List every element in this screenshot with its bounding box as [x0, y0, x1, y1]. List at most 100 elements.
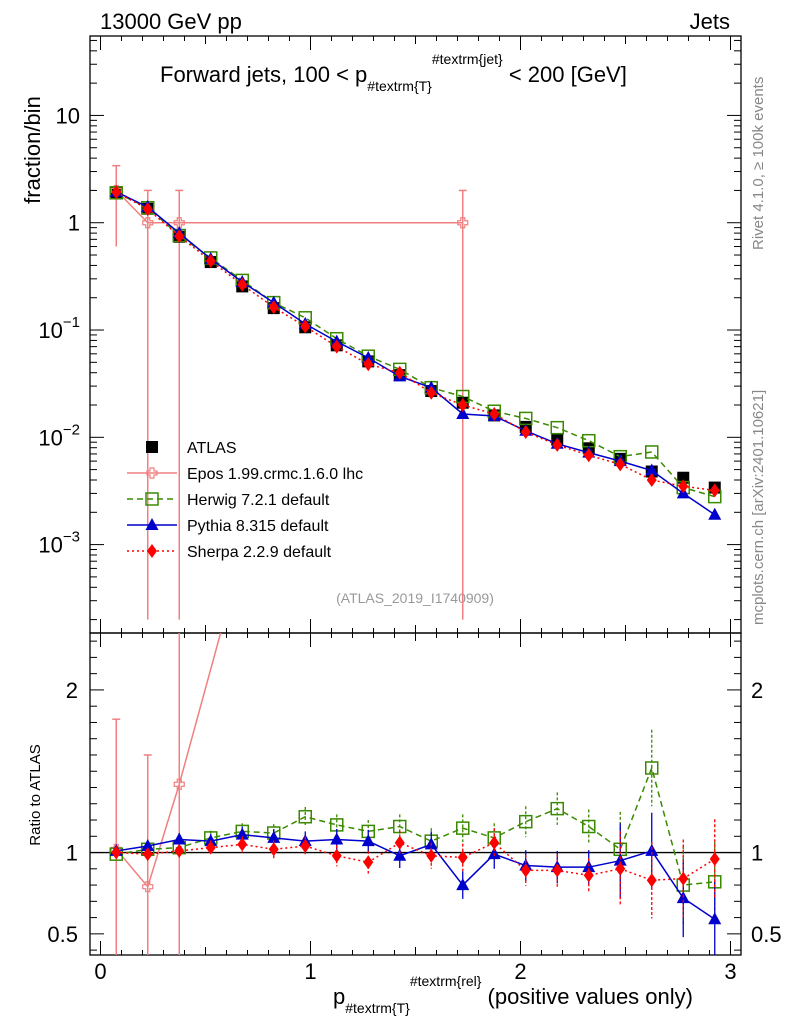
y-tick-label-ratio: 2 — [66, 678, 78, 703]
y-tick-label-main: 10 — [56, 103, 80, 128]
ratio-plot-frame — [89, 632, 742, 956]
x-tick-label: 0 — [94, 959, 106, 984]
epos-ratio-line — [115, 633, 222, 889]
legend-marker-pythia — [145, 518, 159, 530]
sherpa-ratio-point — [457, 850, 468, 865]
sherpa-ratio-point — [363, 855, 374, 870]
herwig-ratio-point — [550, 801, 564, 816]
sherpa-point — [709, 483, 720, 498]
legend-marker-epos — [146, 467, 158, 479]
axis-ticks: 0 1 2 3 10−3 10−2 10−1 1 10 0.5 0.5 1 1 2 2 — [38, 36, 782, 984]
pythia-point — [361, 350, 375, 363]
sherpa-point — [237, 277, 248, 292]
plot-title-sup: #textrm{jet} — [432, 51, 503, 67]
epos-point — [173, 217, 185, 229]
x-tick-label: 1 — [304, 959, 316, 984]
rivet-label: Rivet 4.1.0, ≥ 100k events — [750, 77, 767, 250]
y-tick-label-main: 10−1 — [38, 314, 80, 343]
plot-title-sub: #textrm{T} — [367, 78, 432, 94]
legend-label-herwig: Herwig 7.2.1 default — [187, 492, 330, 509]
sherpa-point — [363, 357, 374, 372]
ratio-panel-marks — [109, 633, 722, 955]
herwig-ratio-point — [582, 819, 596, 834]
pythia-ratio-point — [235, 827, 249, 840]
legend-item-pythia: Pythia 8.315 default — [127, 518, 329, 535]
sherpa-ratio-point — [111, 845, 122, 860]
legend-label-epos: Epos 1.99.crmc.1.6.0 lhc — [187, 466, 363, 483]
sherpa-point — [457, 398, 468, 413]
sherpa-ratio-point — [394, 835, 405, 850]
sherpa-point — [142, 202, 153, 217]
sherpa-point — [331, 339, 342, 354]
sherpa-ratio-point — [583, 868, 594, 883]
sherpa-point — [426, 385, 437, 400]
sherpa-point — [300, 319, 311, 334]
legend-label-sherpa: Sherpa 2.2.9 default — [187, 544, 332, 561]
atlas-point — [677, 471, 690, 484]
main-panel-marks — [109, 164, 722, 620]
x-axis-label-sub: #textrm{T} — [345, 1000, 410, 1016]
y-tick-label-ratio-right: 0.5 — [751, 922, 782, 947]
pythia-ratio-point — [393, 848, 407, 861]
sherpa-ratio-point — [646, 873, 657, 888]
sherpa-point — [583, 448, 594, 463]
sherpa-point — [520, 425, 531, 440]
legend-label-atlas: ATLAS — [187, 440, 237, 457]
sherpa-point — [394, 365, 405, 380]
epos-point-shape — [457, 217, 469, 229]
plot-title: Forward jets, 100 < p#textrm{T}#textrm{j… — [160, 51, 627, 94]
pythia-point — [708, 507, 722, 520]
pythia-ratio-point — [330, 832, 344, 845]
legend-item-atlas: ATLAS — [146, 440, 237, 457]
epos-point-shape — [173, 217, 185, 229]
y-tick-label-main: 1 — [68, 211, 80, 236]
x-axis-label: p#textrm{T}#textrm{rel} (positive values… — [333, 973, 693, 1016]
pythia-ratio-point — [361, 834, 375, 847]
sherpa-point — [268, 300, 279, 315]
sherpa-ratio-point — [205, 840, 216, 855]
legend: ATLAS Epos 1.99.crmc.1.6.0 lhc Herwig 7.2.… — [127, 440, 363, 561]
epos-ratio-point-shape — [142, 881, 154, 893]
herwig-ratio-point — [645, 761, 659, 775]
sherpa-point — [615, 457, 626, 472]
y-tick-label-main: 10−3 — [38, 529, 80, 558]
mcplots-label: mcplots.cern.ch [arXiv:2401.10621] — [750, 390, 767, 625]
legend-item-epos: Epos 1.99.crmc.1.6.0 lhc — [127, 466, 363, 483]
sherpa-ratio-point — [709, 852, 720, 867]
y-tick-label-ratio-right: 1 — [751, 841, 763, 866]
sherpa-ratio-point — [142, 847, 153, 862]
y-axis-label-ratio: Ratio to ATLAS — [27, 744, 44, 845]
herwig-ratio-point — [298, 810, 312, 824]
analysis-watermark: (ATLAS_2019_I1740909) — [336, 590, 494, 606]
y-tick-label-ratio: 1 — [66, 841, 78, 866]
herwig-ratio-point — [519, 814, 533, 829]
sherpa-ratio-point — [268, 842, 279, 857]
legend-marker-sherpa — [147, 544, 157, 558]
sherpa-ratio-line — [116, 841, 716, 881]
header-energy: 13000 GeV pp — [100, 9, 242, 34]
x-axis-label-tail: (positive values only) — [481, 984, 693, 1009]
legend-marker-epos-shape — [146, 467, 158, 479]
pythia-ratio-point — [708, 912, 722, 925]
pythia-point — [456, 406, 470, 419]
sherpa-ratio-point — [678, 871, 689, 886]
plot-title-tail: < 200 [GeV] — [503, 62, 627, 87]
header-category: Jets — [690, 9, 730, 34]
x-tick-label: 2 — [514, 959, 526, 984]
epos-point-shape — [142, 217, 154, 229]
sherpa-point — [111, 185, 122, 200]
sherpa-ratio-point — [520, 863, 531, 878]
sherpa-point — [205, 253, 216, 268]
sherpa-ratio-point — [300, 839, 311, 854]
pythia-ratio-point — [267, 830, 281, 843]
x-tick-label: 3 — [724, 959, 736, 984]
y-axis-label-main: fraction/bin — [20, 96, 45, 204]
herwig-point — [550, 420, 564, 435]
legend-item-herwig: Herwig 7.2.1 default — [127, 492, 330, 509]
sherpa-ratio-point — [489, 835, 500, 850]
chart-marks — [90, 164, 741, 955]
pythia-ratio-point — [141, 839, 155, 852]
sherpa-point — [678, 479, 689, 494]
sherpa-point — [489, 406, 500, 421]
